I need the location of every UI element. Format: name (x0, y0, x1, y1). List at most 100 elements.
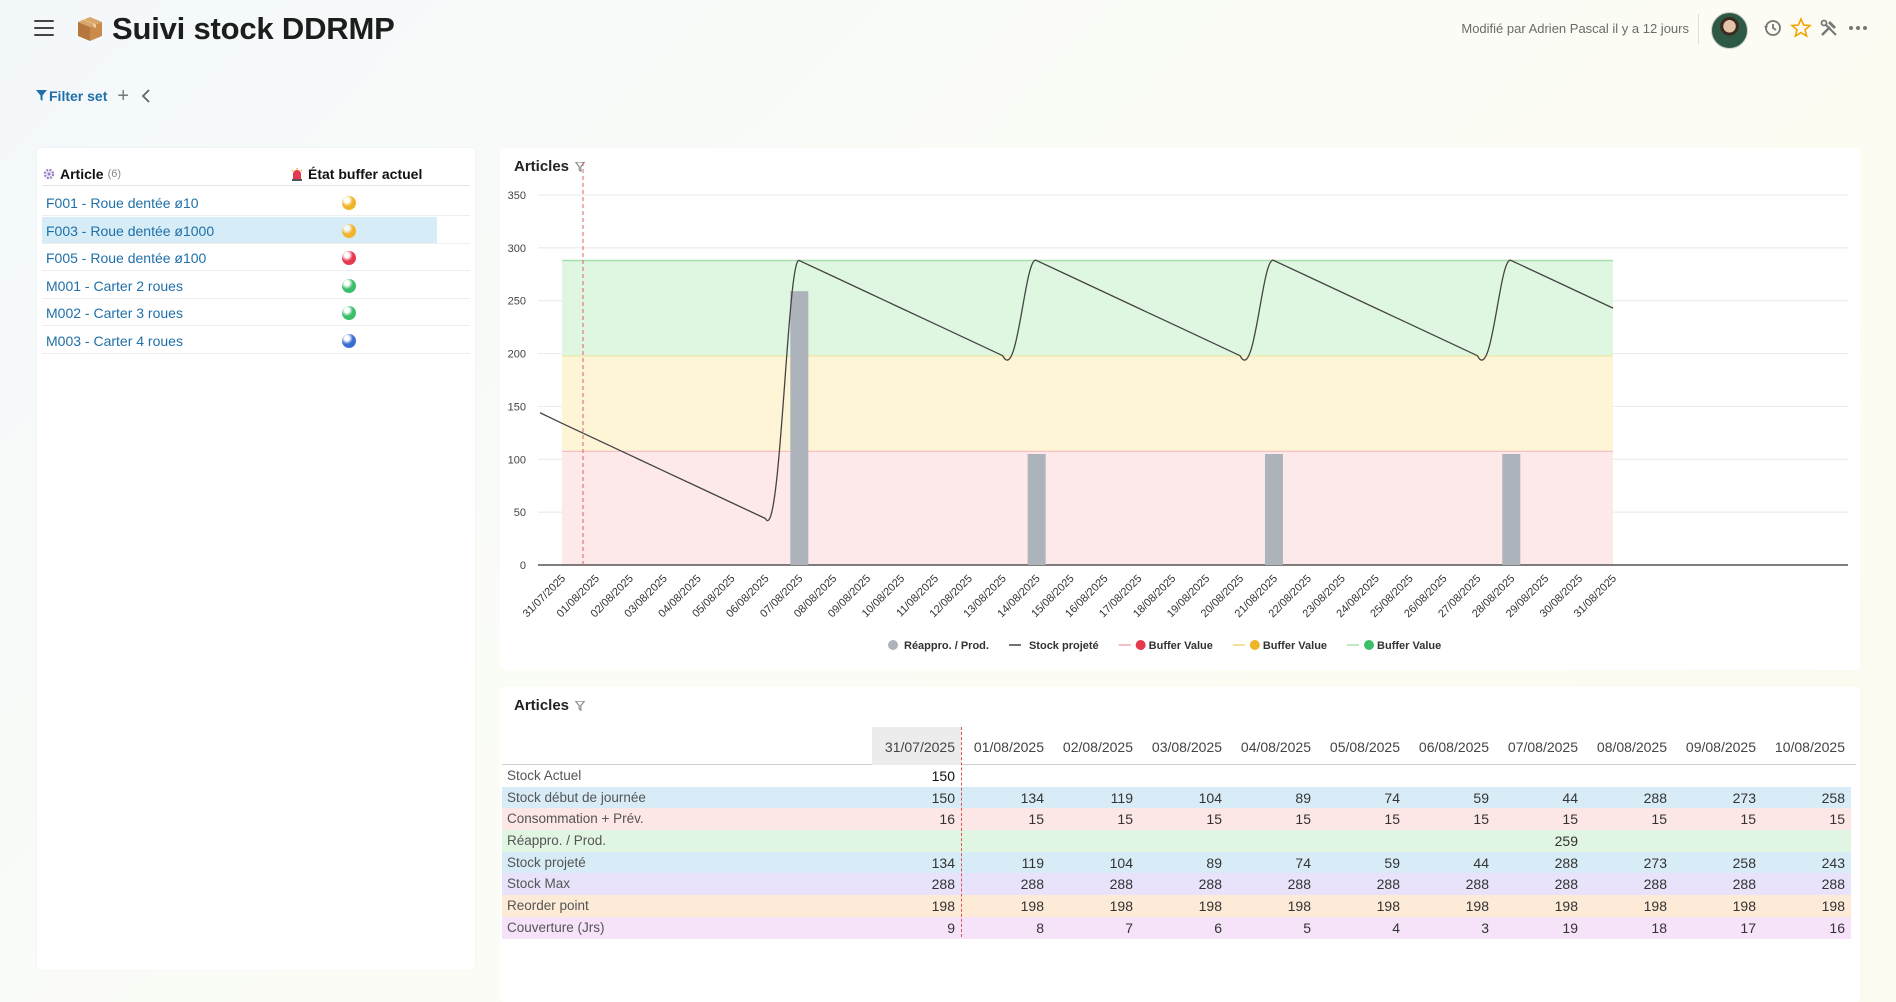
article-name[interactable]: F003 - Roue dentée ø1000 (46, 222, 215, 239)
hamburger-menu-icon[interactable] (34, 20, 54, 36)
date-column-header[interactable]: 10/08/2025 (1774, 739, 1845, 755)
y-tick-label: 200 (508, 349, 526, 361)
date-column-header[interactable]: 03/08/2025 (1151, 739, 1222, 755)
buffer-state-dot (342, 278, 356, 293)
table-row: Reorder point 198 198 198 198 198 198 198 198 198… (502, 895, 1851, 917)
table-cell: 7 (1125, 919, 1133, 936)
stock-projected-line (539, 259, 1614, 522)
date-column-header[interactable]: 07/08/2025 (1507, 739, 1578, 755)
legend-dot (1249, 640, 1260, 650)
article-name[interactable]: F001 - Roue dentée ø10 (46, 195, 199, 211)
filter-icon (36, 90, 47, 101)
table-row: Réappro. / Prod. 259 (502, 830, 1851, 852)
row-label: Réappro. / Prod. (507, 833, 607, 849)
package-icon (78, 17, 102, 41)
table-row: Stock début de journée 150 134 119 104 89 74 59… (502, 786, 1851, 809)
table-cell: 198 (931, 898, 955, 915)
table-cell: 288 (1198, 876, 1222, 893)
stock-chart: 05010015020025030035031/07/202501/08/202… (508, 162, 1848, 652)
today-marker-line (961, 727, 962, 937)
buffer-state-dot (342, 196, 356, 210)
more-options-icon[interactable] (1847, 17, 1869, 39)
table-cell: 15 (1117, 811, 1133, 828)
table-cell: 15 (1295, 811, 1311, 828)
table-cell: 15 (1473, 811, 1489, 828)
table-row: Stock Actuel 150 (502, 765, 1856, 787)
chevron-left-icon[interactable] (141, 89, 151, 103)
article-name[interactable]: M002 - Carter 3 roues (46, 305, 183, 322)
table-cell: 288 (1821, 876, 1845, 893)
table-cell: 258 (1732, 854, 1756, 871)
row-label: Couverture (Jrs) (507, 919, 605, 935)
date-column-header[interactable]: 02/08/2025 (1062, 739, 1133, 755)
filter-icon[interactable] (575, 700, 586, 711)
table-cell: 17 (1740, 919, 1756, 936)
table-cell: 19 (1562, 919, 1578, 936)
article-name[interactable]: F005 - Roue dentée ø100 (46, 250, 207, 267)
article-row[interactable]: M002 - Carter 3 roues (42, 299, 470, 327)
date-column-header[interactable]: 01/08/2025 (973, 739, 1044, 755)
table-cell: 18 (1651, 919, 1667, 936)
date-column-header[interactable]: 09/08/2025 (1685, 739, 1756, 755)
add-filter-icon[interactable]: + (117, 85, 130, 107)
header: Suivi stock DDRMP Modifié par Adrien Pas… (0, 0, 1896, 60)
selected-row-highlight (42, 216, 437, 243)
table-cell: 198 (1109, 898, 1133, 915)
avatar[interactable] (1711, 12, 1748, 49)
buffer-band (562, 355, 1613, 451)
history-icon[interactable] (1762, 17, 1784, 39)
table-cell: 3 (1481, 919, 1489, 936)
table-cell: 198 (1821, 898, 1845, 915)
date-column-header[interactable]: 05/08/2025 (1329, 739, 1400, 755)
column-buffer-state-label: État buffer actuel (308, 166, 423, 182)
filter-icon[interactable] (575, 161, 586, 172)
table-cell: 74 (1384, 789, 1400, 806)
article-name[interactable]: M003 - Carter 4 roues (46, 333, 183, 349)
header-divider (1698, 14, 1699, 44)
chart-panel-title: Articles (514, 158, 586, 175)
date-column-header[interactable]: 06/08/2025 (1418, 739, 1489, 755)
bar (790, 291, 809, 565)
chart-panel: Articles 0 50 100 150 200 250 300 350 31/07/2025… (500, 148, 1860, 670)
page-title: Suivi stock DDRMP (112, 11, 395, 46)
table-cell: 288 (1554, 876, 1578, 893)
table-cell: 9 (947, 919, 955, 936)
column-article[interactable]: Article (6) (42, 166, 121, 182)
stock-table: 31/07/2025 01/08/2025 02/08/2025 03/08/2025… (502, 727, 1856, 939)
table-cell: 198 (1020, 898, 1044, 915)
date-column-header[interactable]: 31/07/2025 (872, 727, 961, 765)
table-cell: 198 (1287, 898, 1311, 915)
article-row[interactable]: F005 - Roue dentée ø100 (42, 244, 470, 272)
date-column-header[interactable]: 08/08/2025 (1596, 739, 1667, 755)
table-cell: 198 (1732, 898, 1756, 915)
legend-label: Stock projeté (1029, 640, 1099, 652)
table-cell: 8 (1036, 919, 1044, 936)
table-cell: 44 (1562, 789, 1578, 806)
table-cell: 288 (1554, 854, 1578, 871)
table-cell: 134 (1020, 789, 1044, 806)
table-header-row: 31/07/2025 01/08/2025 02/08/2025 03/08/2025… (502, 727, 1856, 765)
filter-bar: Filter set + (36, 86, 151, 106)
column-buffer-state[interactable]: État buffer actuel (290, 166, 422, 182)
table-cell: 16 (1829, 919, 1845, 936)
article-name[interactable]: M001 - Carter 2 roues (46, 277, 183, 294)
row-label: Stock projeté (507, 854, 586, 870)
row-label: Stock début de journée (507, 789, 646, 805)
article-list-header: Article (6) État buffer actuel (42, 164, 470, 186)
y-tick-label: 100 (508, 454, 526, 466)
filter-set-button[interactable]: Filter set (36, 88, 107, 104)
article-row[interactable]: F001 - Roue dentée ø10 (42, 189, 470, 216)
star-icon[interactable] (1790, 17, 1812, 39)
table-cell: 288 (1732, 876, 1756, 893)
table-cell: 5 (1303, 919, 1311, 936)
legend-label: Buffer Value (1149, 640, 1213, 652)
article-row[interactable]: M001 - Carter 2 roues (42, 272, 470, 299)
date-column-header[interactable]: 04/08/2025 (1240, 739, 1311, 755)
bar (1502, 454, 1521, 565)
table-cell: 259 (1554, 833, 1578, 850)
article-row[interactable]: M003 - Carter 4 roues (42, 327, 470, 354)
table-cell: 273 (1643, 854, 1667, 871)
article-row[interactable]: F003 - Roue dentée ø1000 (42, 216, 470, 244)
tools-icon[interactable] (1818, 17, 1840, 39)
table-cell: 134 (931, 854, 955, 871)
